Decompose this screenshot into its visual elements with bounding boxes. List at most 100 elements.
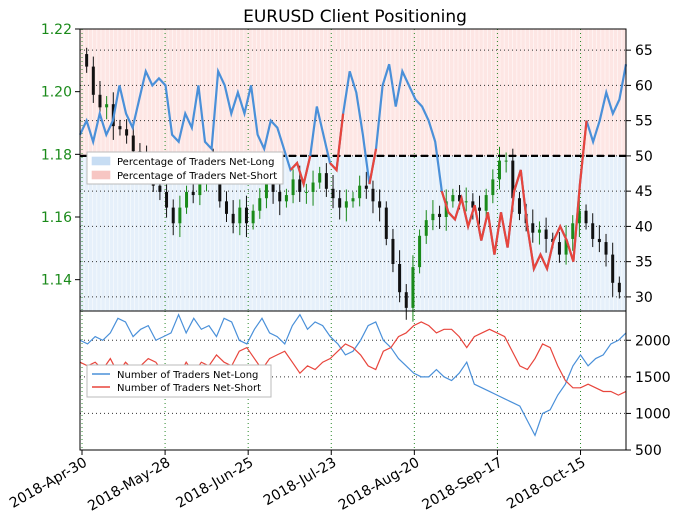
candle-body (318, 173, 322, 183)
candle-body (125, 129, 129, 136)
legend-label: Percentage of Traders Net-Short (117, 171, 277, 182)
traders-long-line (79, 313, 627, 437)
candle-body (85, 54, 89, 67)
candle-body (418, 235, 422, 268)
legend-swatch (91, 156, 111, 166)
candle-body (311, 182, 315, 192)
candle-body (611, 254, 615, 283)
candle-body (584, 210, 588, 224)
candle-body (517, 198, 521, 214)
right-tick-label: 35 (635, 255, 653, 271)
candle-body (404, 292, 408, 308)
candle-body (231, 213, 235, 224)
left-tick-label: 1.16 (41, 210, 72, 226)
candle-body (464, 201, 468, 203)
candle-body (351, 198, 355, 202)
candle-body (591, 223, 595, 239)
right-tick-label: 40 (635, 219, 653, 235)
pct-short-line (440, 120, 588, 273)
candle-body (171, 207, 175, 224)
candle-body (271, 182, 275, 192)
candle-body (98, 94, 102, 108)
right-tick-label: 50 (635, 149, 653, 165)
chart-title: EURUSD Client Positioning (243, 7, 467, 27)
x-tick-label: 2018-Apr-30 (7, 455, 90, 512)
candle-body (291, 179, 295, 196)
candle-body (597, 238, 601, 243)
x-tick-label: 2018-Jul-23 (261, 455, 339, 509)
right-tick-label: 1000 (635, 406, 671, 422)
candle-body (478, 207, 482, 211)
candle-body (544, 229, 548, 239)
candle-body (497, 160, 501, 180)
legend-label: Percentage of Traders Net-Long (117, 157, 275, 168)
x-tick-label: 2018-Aug-20 (336, 455, 422, 514)
candle-body (471, 201, 475, 208)
candle-body (378, 201, 382, 208)
right-tick-label: 65 (635, 43, 653, 59)
candle-body (364, 185, 368, 189)
candle-body (511, 160, 515, 199)
candle-body (304, 191, 308, 193)
price-panel: 1.22 1.20 1.18 1.16 1.14 65 60 55 50 45 40 35 30 Perc… (41, 22, 653, 322)
candle-body (458, 195, 462, 202)
candle-body (484, 195, 488, 211)
candle-body (537, 229, 541, 233)
candle-body (371, 188, 375, 202)
candle-body (391, 238, 395, 264)
traders-panel-frame (79, 310, 627, 451)
candle-body (564, 238, 568, 255)
candle-body (165, 191, 169, 208)
candle-body (504, 160, 508, 162)
candle-body (331, 188, 335, 199)
candle-body (158, 185, 162, 192)
right-tick-label: 60 (635, 78, 653, 94)
legend-box (86, 364, 272, 398)
candle-body (451, 195, 455, 202)
candle-body (431, 213, 435, 221)
x-tick-label: 2018-Oct-15 (504, 455, 588, 513)
x-tick-label: 2018-May-28 (85, 455, 173, 515)
candle-body (91, 66, 95, 95)
pct-legend: Percentage of Traders Net-Long Percentage… (86, 151, 284, 185)
legend-box (86, 151, 284, 185)
candle-body (244, 207, 248, 224)
candle-body (384, 207, 388, 239)
candle-body (224, 201, 228, 214)
right-tick-label: 2000 (635, 333, 671, 349)
candle-body (298, 179, 302, 192)
right-tick-label: 500 (635, 443, 662, 459)
candle-body (238, 207, 242, 224)
right-tick-label: 55 (635, 114, 653, 130)
candle-body (358, 185, 362, 199)
x-tick-label: 2018-Jun-25 (174, 455, 257, 512)
right-tick-label: 30 (635, 290, 653, 306)
left-tick-label: 1.22 (41, 22, 72, 38)
candle-body (284, 195, 288, 202)
legend-swatch (91, 170, 111, 180)
candle-body (411, 267, 415, 308)
candle-body (531, 223, 535, 233)
candle-body (604, 242, 608, 255)
candle-body (444, 201, 448, 217)
candle-body (324, 173, 328, 189)
pct-short-line (329, 113, 345, 173)
candle-body (398, 264, 402, 293)
legend-label: Number of Traders Net-Long (117, 370, 258, 381)
candle-body (264, 182, 268, 199)
right-tick-label: 1500 (635, 370, 671, 386)
candle-body (105, 104, 109, 108)
pct-short-line (289, 155, 312, 189)
pct-short-line (368, 148, 378, 185)
candle-body (577, 210, 581, 224)
candle-body (491, 179, 495, 196)
candle-body (278, 191, 282, 202)
candle-body (191, 191, 195, 196)
candle-body (424, 220, 428, 236)
candle-body (178, 207, 182, 224)
left-tick-label: 1.14 (41, 273, 72, 289)
legend-label: Number of Traders Net-Short (117, 383, 261, 394)
traders-legend: Number of Traders Net-Long Number of Trad… (86, 364, 272, 398)
